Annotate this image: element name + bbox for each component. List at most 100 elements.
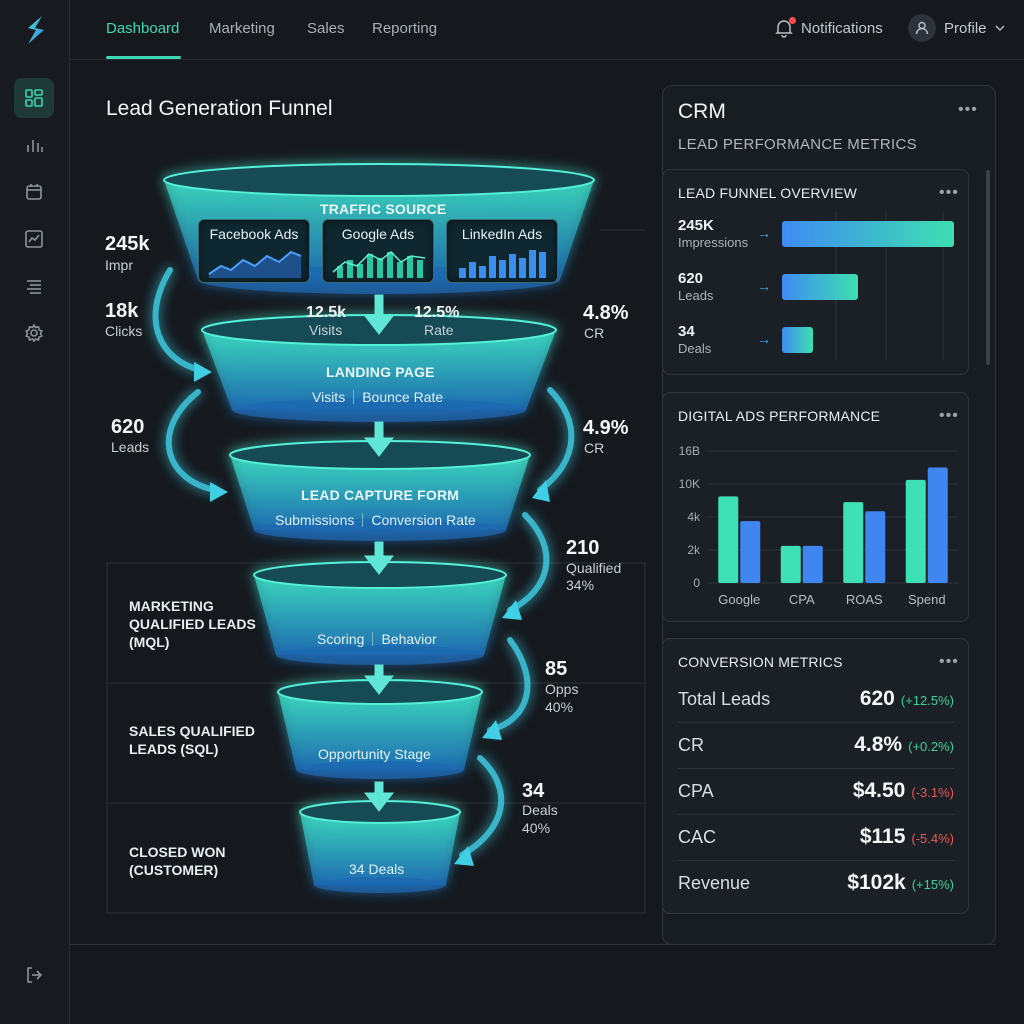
tab-reporting[interactable]: Reporting (372, 20, 438, 37)
lf-leads-value: 620 (678, 270, 704, 287)
dashboard-icon (25, 89, 43, 107)
digital-ads-card: DIGITAL ADS PERFORMANCE ••• 0 2k 4k 10K 16B G… (662, 392, 969, 622)
deals-pct: 40% (522, 820, 551, 836)
cr2-value: 4.9% (583, 417, 629, 439)
bell-icon (775, 17, 796, 38)
lf-deals-bar (782, 327, 813, 353)
sidebar-item-dashboard[interactable] (14, 78, 54, 118)
active-tab-indicator (106, 56, 181, 59)
bar-spend-1[interactable] (927, 467, 948, 584)
metric-value: 620 (859, 687, 895, 710)
crm-scrollbar[interactable] (986, 170, 990, 365)
sql-label: SALES QUALIFIED LEADS (SQL) (129, 723, 256, 757)
metric-label: CR (678, 735, 704, 755)
bar-google-1[interactable] (740, 521, 761, 583)
logout-button[interactable] (14, 955, 54, 995)
leads-value: 620 (111, 416, 145, 438)
metric-change: (+0.2%) (908, 739, 954, 754)
lead-funnel-more-icon[interactable]: ••• (939, 184, 959, 201)
conversion-metrics-card: CONVERSION METRICS ••• (662, 638, 969, 914)
lf-arrow-icon: → (757, 225, 771, 241)
x-tick-label: ROAS (846, 592, 883, 607)
crm-title: CRM (678, 100, 726, 123)
user-icon (915, 21, 929, 35)
lf-impressions-value: 245K (678, 217, 714, 234)
cr2-label: CR (584, 440, 605, 456)
bar-spend-0[interactable] (905, 479, 926, 583)
sidebar-item-analytics[interactable] (14, 125, 54, 165)
sidebar-item-settings[interactable] (14, 313, 54, 353)
qualified-value: 210 (566, 537, 600, 559)
metric-row-cpa: CPA $4.50 (-3.1%) (678, 769, 954, 815)
digital-ads-title: DIGITAL ADS PERFORMANCE (678, 408, 881, 424)
profile-label: Profile (944, 19, 987, 37)
google-ads-card[interactable]: Google Ads (322, 219, 434, 283)
clicks-label: Clicks (105, 323, 143, 339)
stage-landing-title: LANDING PAGE (326, 364, 435, 380)
metric-row-cac: CAC $115 (-5.4%) (678, 815, 954, 861)
qualified-label: Qualified (566, 560, 622, 576)
opps-label: Opps (545, 681, 579, 697)
sidebar-item-calendar[interactable] (14, 172, 54, 212)
crm-subtitle: LEAD PERFORMANCE METRICS (678, 136, 917, 153)
stage-sql-sub: Opportunity Stage (318, 746, 431, 762)
calendar-icon (26, 184, 42, 200)
conversion-more-icon[interactable]: ••• (939, 653, 959, 670)
profile-menu[interactable]: Profile (908, 14, 1005, 42)
funnel-stage-sql (277, 679, 483, 779)
stage-mql-sub: Scoring Behavior (317, 631, 437, 647)
metric-label: CAC (678, 827, 717, 847)
metric-label: Total Leads (678, 689, 771, 709)
lf-leads-bar (782, 274, 858, 300)
clicks-value: 18k (105, 300, 139, 322)
chevron-down-icon (995, 25, 1005, 31)
bar-chart-icon (27, 140, 43, 152)
google-ads-sparkline (332, 250, 426, 278)
lf-deals-value: 34 (678, 323, 695, 340)
stage-landing-sub: Visits Bounce Rate (312, 389, 443, 405)
lead-funnel-overview-title: LEAD FUNNEL OVERVIEW (678, 185, 858, 201)
lf-leads-label: Leads (678, 288, 714, 303)
app-logo[interactable] (22, 14, 48, 46)
digital-ads-more-icon[interactable]: ••• (939, 407, 959, 424)
stage-traffic-title: TRAFFIC SOURCE (320, 201, 447, 217)
conversion-metrics-title: CONVERSION METRICS (678, 654, 843, 670)
facebook-ads-sparkline (208, 250, 302, 278)
tab-dashboard[interactable]: Dashboard (106, 20, 180, 37)
tab-sales[interactable]: Sales (307, 20, 345, 37)
metric-change: (-5.4%) (911, 831, 954, 846)
down-arrows (363, 294, 395, 812)
y-tick-label: 16B (679, 444, 700, 458)
page-title: Lead Generation Funnel (106, 97, 333, 120)
linkedin-ads-card[interactable]: LinkedIn Ads (446, 219, 558, 283)
crm-more-icon[interactable]: ••• (958, 101, 978, 118)
bar-cpa-0[interactable] (780, 545, 801, 583)
bar-roas-0[interactable] (843, 502, 864, 583)
x-tick-label: Google (718, 592, 760, 607)
line-chart-icon (25, 230, 43, 248)
bar-roas-1[interactable] (865, 511, 886, 583)
bar-cpa-1[interactable] (802, 545, 823, 583)
metric-value: $102k (847, 871, 906, 894)
funnel-stage-mql (253, 561, 507, 665)
deals-value: 34 (522, 780, 545, 802)
capture-submissions-label: Submissions (275, 512, 355, 528)
metric-row-total-leads: Total Leads 620 (+12.5%) (678, 677, 954, 723)
sidebar-item-lists[interactable] (14, 266, 54, 306)
tab-marketing[interactable]: Marketing (209, 20, 275, 37)
mql-scoring-label: Scoring (317, 631, 365, 647)
top-navigation: Dashboard Marketing Sales Reporting Noti… (70, 0, 1024, 60)
sidebar-item-trends[interactable] (14, 219, 54, 259)
metric-label: Revenue (678, 873, 751, 893)
metric-label: CPA (678, 781, 714, 801)
notifications-button[interactable]: Notifications (775, 17, 883, 38)
lf-deals-label: Deals (678, 341, 712, 356)
bar-google-0[interactable] (718, 496, 739, 583)
rate-label: Rate (424, 322, 454, 338)
stage-capture-title: LEAD CAPTURE FORM (301, 487, 460, 503)
metric-value: 4.8% (854, 733, 903, 756)
list-icon (27, 280, 41, 294)
facebook-ads-card[interactable]: Facebook Ads (198, 219, 310, 283)
avatar (908, 14, 936, 42)
facebook-ads-label: Facebook Ads (209, 226, 299, 242)
